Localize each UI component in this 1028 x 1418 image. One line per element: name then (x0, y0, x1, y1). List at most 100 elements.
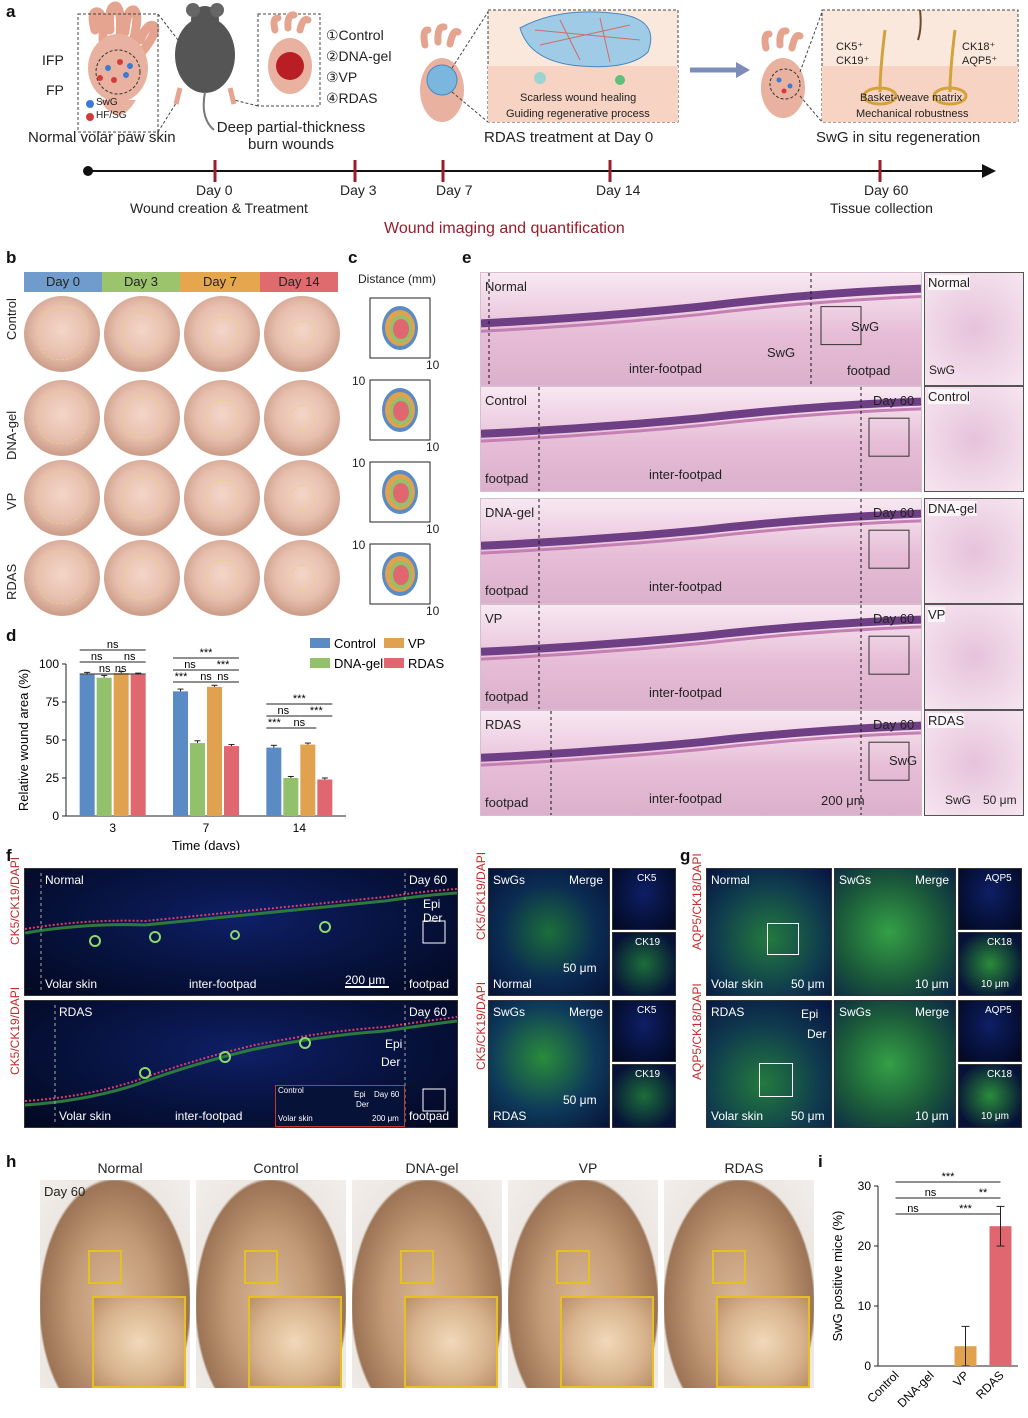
g-swgs-bottom: SwGs (839, 1005, 872, 1019)
d-x-tick-label: 7 (203, 821, 210, 835)
contour-y-tick: 10 (352, 374, 366, 388)
wound-area-bar-chart: 0 25 50 75 100 Relative wound area (%) Time (d… (16, 636, 444, 850)
d-bar-vp-3 (113, 673, 129, 816)
d-bar-rdas-3 (130, 674, 146, 816)
d-bar-rdas-14 (317, 779, 333, 816)
hfsg-legend: HF/SG (96, 110, 127, 121)
d-legend-label: RDAS (408, 656, 444, 671)
i-y-tick-label: 0 (864, 1359, 871, 1373)
timeline-day7: Day 7 (436, 182, 473, 198)
g-ck18-bottom-scale: 10 μm (981, 1111, 1009, 1122)
d-bar-control-14 (266, 747, 282, 816)
wound-outline (38, 471, 88, 524)
he-footpad-left: footpad (485, 689, 529, 704)
distance-title: Distance (mm) (358, 272, 437, 286)
paw-roi-box (556, 1250, 590, 1284)
g-top-label: Normal (711, 873, 750, 887)
d-bar-rdas-7 (224, 746, 239, 816)
panel-label-i: i (818, 1152, 823, 1171)
normal-caption: Normal volar paw skin (28, 129, 176, 146)
wound-outline (291, 320, 315, 346)
timeline-day14: Day 14 (596, 182, 641, 198)
paw-group-label: VP (578, 1160, 598, 1176)
g-ck18-top: CK18 10 μm (958, 932, 1022, 996)
he-section-control: Control Day 60 footpad inter-footpad (480, 386, 922, 492)
group-4: ④RDAS (326, 90, 378, 106)
i-sig-label: ns (907, 1203, 919, 1215)
burn-caption: Deep partial-thickness burn wounds (216, 119, 366, 153)
timeline-day60: Day 60 (864, 182, 909, 198)
wound-outline (122, 555, 164, 600)
swg-legend: SwG (96, 97, 118, 108)
paw-group-label: DNA-gel (405, 1160, 459, 1176)
i-x-tick-label: DNA-gel (895, 1368, 937, 1410)
f-zoom-ylabel-bottom: CK5/CK19/DAPI (474, 981, 488, 1070)
he-swg-marker-2: SwG (767, 345, 796, 360)
f-ck5-bottom-label: CK5 (637, 1005, 657, 1016)
d-sig-label: ns (294, 717, 306, 729)
f-inset-epi: Epi (354, 1090, 366, 1099)
he-zoom-label: Normal (928, 275, 970, 290)
rdas-caption: RDAS treatment at Day 0 (484, 129, 654, 146)
g-bottom-label: RDAS (711, 1005, 745, 1019)
he-zoom-label: VP (928, 607, 946, 622)
he-scale-bar: 200 μm (821, 793, 865, 808)
paw-zoom-inset (404, 1296, 498, 1388)
f-inset-scale: 200 μm (372, 1114, 399, 1123)
i-sig-label: ns (925, 1187, 937, 1199)
d-y-tick-label: 100 (39, 657, 59, 671)
d-sig-label: *** (268, 717, 282, 729)
he-footpad-right: footpad (847, 363, 891, 378)
he-row-day: Day 60 (873, 505, 915, 520)
he-zoom-normal: Normal SwG (924, 272, 1024, 386)
he-interfootpad: inter-footpad (649, 467, 722, 482)
f-zoom-ylabel-top: CK5/CK19/DAPI (474, 851, 488, 940)
timeline-day60-sub: Tissue collection (830, 200, 933, 216)
ck18-aqp5-text: CK18⁺ AQP5⁺ (962, 41, 998, 67)
g-merge-top: Merge (915, 873, 950, 887)
g-bottom-der: Der (807, 1027, 827, 1041)
g-aqp5-top-label: AQP5 (985, 873, 1012, 884)
wound-outline (122, 475, 164, 520)
panel-label-b: b (6, 248, 17, 267)
wound-photo-1-1 (104, 380, 180, 456)
he-row-day: Day 60 (873, 611, 915, 626)
d-sig-label: *** (217, 659, 231, 671)
panel-label-h: h (6, 1152, 17, 1171)
i-x-tick-label: RDAS (973, 1368, 1006, 1401)
d-sig-label: ns (200, 671, 212, 683)
g-bottom-volar: Volar skin (711, 1109, 764, 1123)
wound-photo-0-0 (24, 296, 100, 372)
g-zoom-scale-top: 10 μm (915, 977, 949, 991)
he-interfootpad: inter-footpad (649, 579, 722, 594)
he-zoom-scale: 50 μm (983, 793, 1017, 807)
timeline-day0: Day 0 (196, 182, 233, 198)
wound-photo-0-1 (104, 296, 180, 372)
he-zoom-label: DNA-gel (928, 501, 978, 516)
f-normal-tag: Normal (493, 977, 532, 991)
he-interfootpad: inter-footpad (649, 685, 722, 700)
d-x-tick-label: 14 (293, 821, 307, 835)
d-x-label: Time (days) (172, 838, 240, 850)
f-top-volar: Volar skin (45, 977, 98, 991)
d-bar-dna-gel-3 (96, 677, 112, 816)
f-bottom-day: Day 60 (409, 1005, 448, 1019)
d-sig-label: *** (175, 671, 189, 683)
d-bar-dna-gel-7 (190, 743, 205, 816)
paw-roi-box (712, 1250, 746, 1284)
wound-outline (122, 311, 164, 356)
paw-roi-box (88, 1250, 122, 1284)
row-label-dnagel: DNA-gel (4, 410, 19, 460)
panel-label-g: g (680, 846, 691, 865)
contour-x-tick: 10 (426, 522, 440, 536)
wound-photo-0-3 (264, 296, 340, 372)
wound-contour-plot-2 (369, 461, 431, 523)
he-zoom-swg: SwG (945, 793, 972, 807)
imaging-title: Wound imaging and quantification (384, 220, 625, 237)
wound-outline (291, 484, 315, 510)
he-zoom-dna-gel: DNA-gel (924, 498, 1024, 604)
swg-caption: SwG in situ regeneration (816, 129, 981, 146)
i-sig-label: ** (979, 1187, 988, 1199)
i-x-tick-label: VP (950, 1368, 971, 1389)
f-rdas-merge: SwGs Merge RDAS 50 μm (488, 1000, 610, 1128)
